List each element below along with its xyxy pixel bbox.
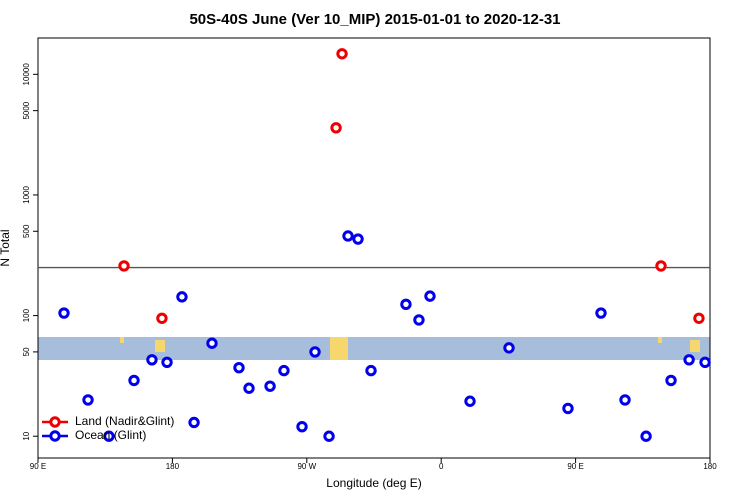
legend-marker	[49, 430, 61, 442]
point	[156, 312, 168, 324]
point	[400, 298, 412, 311]
legend-marker	[49, 416, 61, 428]
point	[176, 291, 188, 303]
point	[103, 430, 115, 442]
land-strip	[120, 337, 124, 343]
y-axis-label: N Total	[0, 229, 12, 266]
y-tick-label: 500	[22, 224, 31, 238]
point	[640, 430, 652, 442]
point	[146, 354, 158, 366]
point	[413, 314, 425, 326]
point	[82, 394, 94, 406]
y-tick-label: 10	[22, 431, 31, 440]
land-strip	[155, 340, 165, 352]
point	[58, 307, 70, 319]
point	[206, 337, 218, 349]
x-tick-label: 180	[166, 462, 180, 471]
point	[323, 430, 335, 442]
map-strip	[38, 337, 710, 360]
point	[464, 395, 476, 407]
x-tick-label: 90 E	[30, 462, 46, 471]
point	[278, 364, 290, 377]
point	[118, 260, 130, 272]
point	[233, 361, 245, 374]
y-tick-label: 100	[22, 308, 31, 322]
land-strip	[330, 337, 348, 360]
point	[336, 48, 348, 60]
point	[330, 122, 342, 134]
point	[699, 356, 711, 369]
x-tick-label: 180	[703, 462, 717, 471]
point	[309, 346, 321, 358]
point	[595, 307, 607, 319]
point	[188, 416, 200, 429]
y-tick-label: 5000	[22, 101, 31, 119]
point	[683, 354, 695, 366]
point	[665, 374, 677, 387]
x-tick-label: 0	[439, 462, 444, 471]
legend-label: Ocean (Glint)	[75, 428, 146, 442]
y-tick-label: 10000	[22, 63, 31, 86]
x-axis-label: Longitude (deg E)	[326, 476, 421, 490]
point	[161, 356, 173, 369]
point	[619, 394, 631, 406]
point	[424, 290, 436, 302]
y-tick-label: 50	[22, 347, 31, 356]
point	[693, 312, 705, 324]
point	[128, 374, 140, 387]
point	[365, 364, 377, 377]
land-strip	[658, 337, 662, 343]
x-tick-label: 90 W	[297, 462, 316, 471]
point	[562, 402, 574, 415]
plot-frame	[37, 37, 711, 459]
point	[655, 260, 667, 272]
point	[296, 420, 308, 433]
ocean-strip	[38, 337, 710, 360]
point	[342, 230, 354, 242]
point	[352, 233, 364, 245]
legend-label: Land (Nadir&Glint)	[75, 414, 174, 428]
x-tick-label: 90 E	[567, 462, 583, 471]
land-strip	[690, 340, 700, 352]
point	[264, 380, 276, 392]
chart-title: 50S-40S June (Ver 10_MIP) 2015-01-01 to …	[189, 11, 560, 28]
point	[243, 382, 255, 394]
point	[503, 342, 515, 354]
y-tick-label: 1000	[22, 186, 31, 204]
